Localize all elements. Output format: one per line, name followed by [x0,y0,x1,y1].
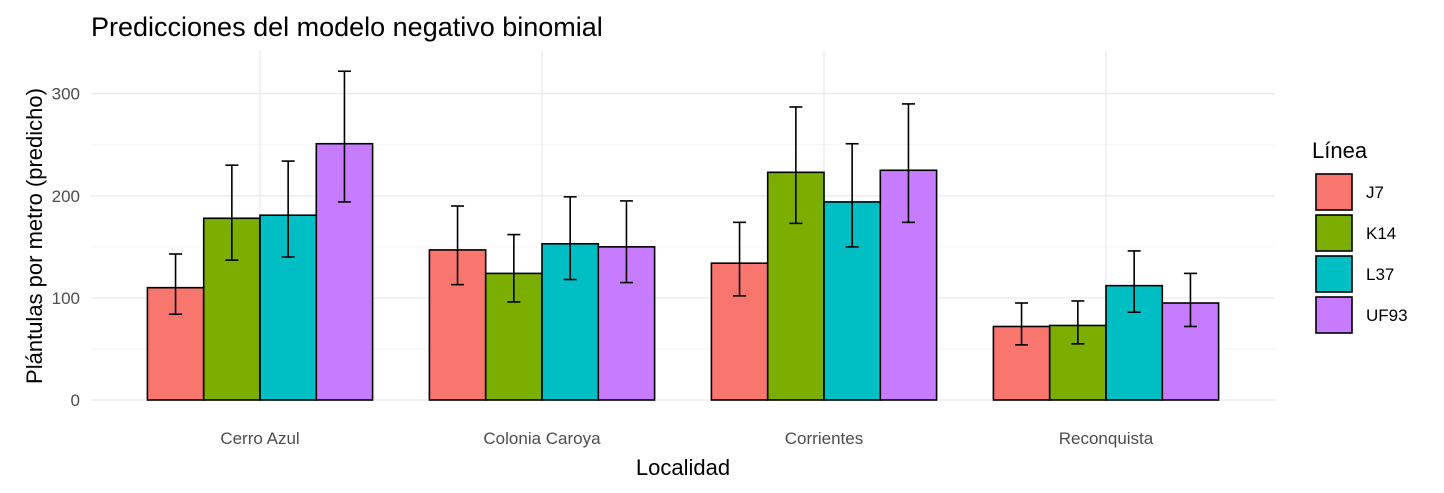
legend-item: J7 [1315,173,1384,211]
legend-item: UF93 [1315,296,1408,334]
bars [146,142,1220,401]
error-bars [169,70,1197,346]
error-bar [1183,272,1197,328]
x-tick-label: Corrientes [785,429,863,448]
x-tick-label: Colonia Caroya [483,429,601,448]
legend-item: L37 [1315,255,1394,293]
error-bar [563,196,577,281]
y-tick-label: 100 [52,289,80,308]
legend-swatch [1315,173,1353,211]
error-bar [733,221,747,297]
error-bar [169,253,183,316]
y-tick-label: 300 [52,85,80,104]
error-bar [619,200,633,284]
x-axis-title: Localidad [636,455,730,480]
legend-swatch [1315,296,1353,334]
legend: Línea J7 K14 L37 UF93 [1312,138,1408,334]
error-bar [451,205,465,286]
error-bar [789,106,803,225]
y-tick-label: 200 [52,187,80,206]
error-bar [1015,302,1029,346]
legend-label: UF93 [1366,306,1408,325]
error-bar [845,142,859,248]
y-axis-ticks: 0 100 200 300 [52,85,80,410]
legend-label: J7 [1366,183,1384,202]
y-axis-title: Plántulas por metro (predicho) [22,88,47,384]
x-tick-label: Reconquista [1059,429,1154,448]
chart-title: Predicciones del modelo negativo binomia… [91,12,603,42]
error-bar [1071,300,1085,345]
legend-item: K14 [1315,214,1396,252]
legend-label: L37 [1366,265,1394,284]
y-tick-label: 0 [71,391,80,410]
legend-label: K14 [1366,224,1396,243]
error-bar [507,233,521,303]
x-axis-ticks: Cerro Azul Colonia Caroya Corrientes Reconq… [220,429,1153,448]
error-bar [1127,250,1141,313]
legend-title: Línea [1312,138,1368,163]
error-bar [901,103,915,224]
error-bar [225,164,239,261]
error-bar [281,160,295,258]
x-tick-label: Cerro Azul [220,429,299,448]
legend-swatch [1315,214,1353,252]
error-bar [337,70,351,203]
legend-swatch [1315,255,1353,293]
